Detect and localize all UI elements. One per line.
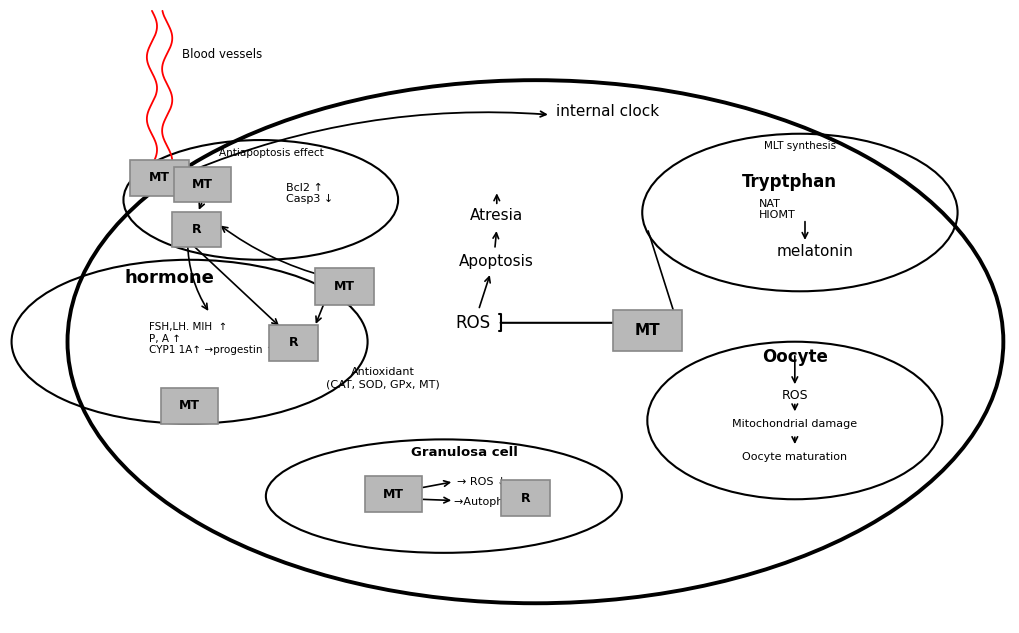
Text: MT: MT: [333, 280, 355, 292]
Text: Granulosa cell: Granulosa cell: [411, 446, 518, 459]
Text: R: R: [192, 223, 202, 236]
Text: FSH,LH. MIH  ↑
P, A ↑
CYP1 1A↑ →progestin ↑: FSH,LH. MIH ↑ P, A ↑ CYP1 1A↑ →progestin…: [149, 322, 274, 355]
Text: Blood vessels: Blood vessels: [182, 49, 263, 61]
Text: Bcl2 ↑
Casp3 ↓: Bcl2 ↑ Casp3 ↓: [286, 183, 333, 204]
FancyBboxPatch shape: [364, 476, 421, 513]
FancyBboxPatch shape: [500, 480, 549, 517]
FancyBboxPatch shape: [174, 166, 231, 202]
Text: →Autophagy ↓: →Autophagy ↓: [453, 497, 536, 507]
Text: NAT
HIOMT: NAT HIOMT: [758, 199, 795, 220]
Text: R: R: [520, 491, 530, 505]
Text: MT: MT: [382, 487, 404, 501]
Text: R: R: [288, 337, 298, 349]
Text: Apoptosis: Apoptosis: [459, 254, 534, 268]
Text: melatonin: melatonin: [775, 244, 853, 259]
Text: ROS: ROS: [455, 314, 490, 332]
Text: hormone: hormone: [124, 269, 214, 287]
Text: Atresia: Atresia: [470, 208, 523, 223]
Text: Antiapoptosis effect: Antiapoptosis effect: [218, 147, 323, 158]
Text: ROS: ROS: [781, 389, 807, 402]
FancyBboxPatch shape: [172, 212, 221, 247]
Text: Oocyte maturation: Oocyte maturation: [742, 452, 847, 462]
Text: MT: MT: [179, 399, 200, 413]
Text: MT: MT: [149, 172, 169, 184]
FancyBboxPatch shape: [269, 325, 318, 361]
Text: Mitochondrial damage: Mitochondrial damage: [732, 418, 857, 429]
FancyBboxPatch shape: [315, 268, 373, 304]
Text: Tryptphan: Tryptphan: [742, 173, 837, 191]
FancyBboxPatch shape: [612, 310, 682, 351]
Text: → ROS ↓: → ROS ↓: [457, 477, 506, 487]
Text: internal clock: internal clock: [555, 104, 658, 119]
Text: MT: MT: [634, 323, 659, 338]
Text: MT: MT: [193, 178, 213, 191]
FancyBboxPatch shape: [161, 388, 218, 423]
Text: MLT synthesis: MLT synthesis: [763, 141, 836, 151]
Text: Oocyte: Oocyte: [761, 348, 827, 366]
Text: Antioxidant
(CAT, SOD, GPx, MT): Antioxidant (CAT, SOD, GPx, MT): [326, 368, 439, 389]
FancyBboxPatch shape: [129, 160, 189, 196]
